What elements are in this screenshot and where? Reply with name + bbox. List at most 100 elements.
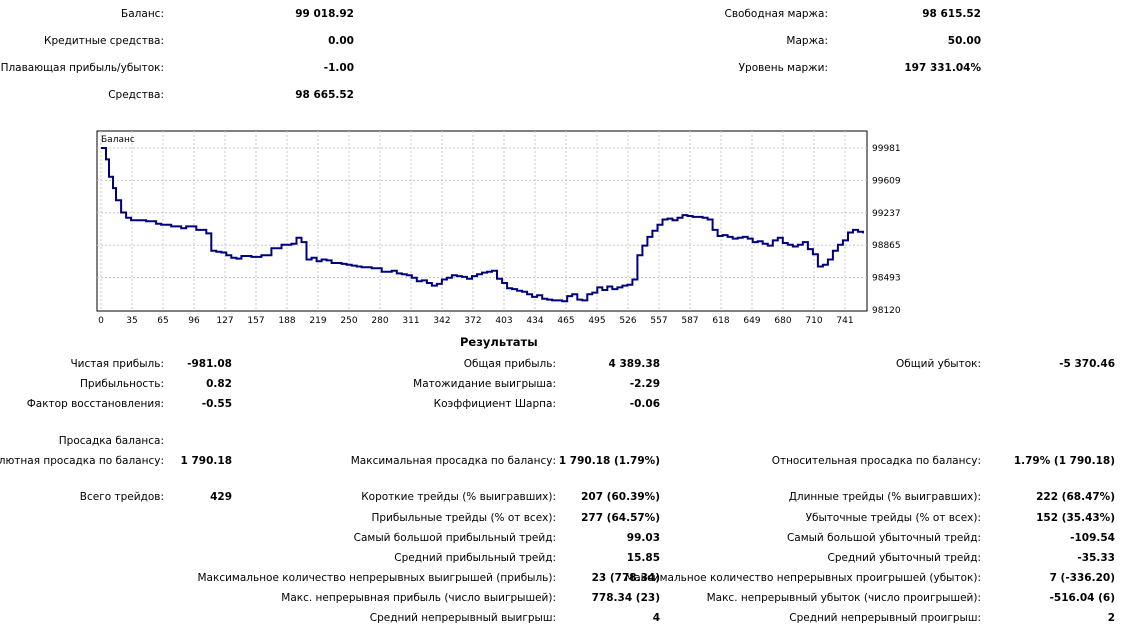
margin-label: Маржа:: [786, 35, 828, 47]
avg-consec-losses-label: Средний непрерывный проигрыш:: [789, 612, 981, 624]
gross-profit-label: Общая прибыль:: [463, 358, 556, 370]
x-tick-label: 680: [774, 316, 791, 326]
avg-consec-wins-label: Средний непрерывный выигрыш:: [369, 612, 556, 624]
largest-loss-label: Самый большой убыточный трейд:: [786, 532, 981, 544]
largest-profit-value: 99.03: [626, 532, 660, 544]
x-axis-labels: 0 35 65 96 127 157 188 219 250 280 311 342 372 403 434…: [98, 316, 853, 326]
x-tick-label: 311: [402, 316, 419, 326]
expected-payoff-label: Матожидание выигрыша:: [413, 378, 556, 390]
x-tick-label: 280: [371, 316, 388, 326]
gross-loss-label: Общий убыток:: [895, 358, 981, 370]
free-margin-label: Свободная маржа:: [724, 8, 828, 20]
long-trades-label: Длинные трейды (% выигравших):: [788, 491, 981, 503]
y-tick-label: 98493: [872, 274, 901, 284]
x-tick-label: 434: [526, 316, 543, 326]
rel-drawdown-label: Относительная просадка по балансу:: [771, 455, 981, 467]
x-tick-label: 188: [278, 316, 295, 326]
avg-consec-wins-value: 4: [652, 612, 660, 624]
y-tick-label: 99981: [872, 144, 901, 154]
max-consec-profit-label: Макс. непрерывная прибыль (число выигрыш…: [281, 592, 556, 604]
max-drawdown-value: 1 790.18 (1.79%): [558, 455, 660, 467]
x-tick-label: 372: [464, 316, 481, 326]
x-tick-label: 250: [340, 316, 357, 326]
loss-trades-label: Убыточные трейды (% от всех):: [805, 512, 981, 524]
x-tick-label: 35: [126, 316, 137, 326]
sharpe-label: Коэффициент Шарпа:: [433, 398, 556, 410]
profit-trades-value: 277 (64.57%): [581, 512, 660, 524]
balance-label: Баланс:: [121, 8, 164, 20]
largest-profit-label: Самый большой прибыльный трейд:: [353, 532, 556, 544]
rel-drawdown-value: 1.79% (1 790.18): [1013, 455, 1115, 467]
y-axis-labels: 99981 99609 99237 98865 98493 98120: [872, 144, 901, 316]
equity-value: 98 665.52: [295, 89, 354, 101]
gross-loss-value: -5 370.46: [1059, 358, 1115, 370]
net-profit-label: Чистая прибыль:: [70, 358, 164, 370]
max-consec-profit-value: 778.34 (23): [591, 592, 660, 604]
total-trades-value: 429: [210, 491, 232, 503]
avg-consec-losses-value: 2: [1107, 612, 1115, 624]
results-title: Результаты: [460, 335, 538, 349]
expected-payoff-value: -2.29: [629, 378, 660, 390]
x-tick-label: 618: [712, 316, 729, 326]
gross-profit-value: 4 389.38: [608, 358, 660, 370]
drawdown-header: Просадка баланса:: [58, 435, 164, 447]
chart-grid: [97, 131, 867, 311]
margin-value: 50.00: [947, 35, 981, 47]
profitability-label: Прибыльность:: [80, 378, 164, 390]
x-tick-label: 465: [557, 316, 574, 326]
equity-label: Средства:: [108, 89, 164, 101]
chart-title: Баланс: [101, 135, 135, 145]
profit-trades-label: Прибыльные трейды (% от всех):: [371, 512, 556, 524]
total-trades-label: Всего трейдов:: [79, 491, 164, 503]
sharpe-value: -0.06: [629, 398, 660, 410]
abs-drawdown-value: 1 790.18: [180, 455, 232, 467]
x-tick-label: 65: [157, 316, 168, 326]
max-consec-wins-label: Максимальное количество непрерывных выиг…: [197, 572, 557, 584]
x-tick-label: 403: [495, 316, 512, 326]
credit-value: 0.00: [328, 35, 354, 47]
balance-chart: Баланс 99981 99609 99237 98865 98493 98120 0 3…: [96, 130, 901, 326]
avg-loss-label: Средний убыточный трейд:: [827, 552, 981, 564]
x-tick-label: 557: [650, 316, 667, 326]
long-trades-value: 222 (68.47%): [1036, 491, 1115, 503]
x-tick-label: 741: [836, 316, 853, 326]
x-tick-label: 495: [588, 316, 605, 326]
abs-drawdown-label: Абсолютная просадка по балансу:: [0, 455, 164, 467]
balance-value: 99 018.92: [295, 8, 354, 20]
max-consec-wins-value: 23 (778.34): [591, 572, 660, 584]
x-tick-label: 710: [805, 316, 822, 326]
loss-trades-value: 152 (35.43%): [1036, 512, 1115, 524]
x-tick-label: 127: [216, 316, 233, 326]
x-tick-label: 587: [681, 316, 698, 326]
max-consec-losses-value: 7 (-336.20): [1049, 572, 1115, 584]
floating-pl-label: Плавающая прибыль/убыток:: [0, 62, 164, 74]
recovery-factor-label: Фактор восстановления:: [26, 398, 164, 410]
max-consec-loss-value: -516.04 (6): [1049, 592, 1115, 604]
x-tick-label: 157: [247, 316, 264, 326]
profitability-value: 0.82: [206, 378, 232, 390]
margin-level-label: Уровень маржи:: [738, 62, 828, 74]
max-consec-loss-label: Макс. непрерывный убыток (число проигрыш…: [706, 592, 981, 604]
y-tick-label: 98865: [872, 241, 901, 251]
largest-loss-value: -109.54: [1070, 532, 1115, 544]
x-tick-label: 0: [98, 316, 104, 326]
avg-profit-value: 15.85: [626, 552, 660, 564]
y-tick-label: 99237: [872, 209, 901, 219]
x-tick-label: 96: [188, 316, 200, 326]
balance-line: [101, 147, 864, 303]
margin-level-value: 197 331.04%: [904, 62, 981, 74]
x-tick-label: 342: [433, 316, 450, 326]
short-trades-label: Короткие трейды (% выигравших):: [361, 491, 556, 503]
net-profit-value: -981.08: [187, 358, 232, 370]
avg-loss-value: -35.33: [1077, 552, 1115, 564]
recovery-factor-value: -0.55: [201, 398, 232, 410]
max-consec-losses-label: Максимальное количество непрерывных прои…: [625, 572, 981, 584]
short-trades-value: 207 (60.39%): [581, 491, 660, 503]
free-margin-value: 98 615.52: [922, 8, 981, 20]
x-tick-label: 219: [309, 316, 326, 326]
credit-label: Кредитные средства:: [44, 35, 164, 47]
y-tick-label: 99609: [872, 176, 901, 186]
x-tick-label: 526: [619, 316, 636, 326]
floating-pl-value: -1.00: [323, 62, 354, 74]
avg-profit-label: Средний прибыльный трейд:: [394, 552, 556, 564]
